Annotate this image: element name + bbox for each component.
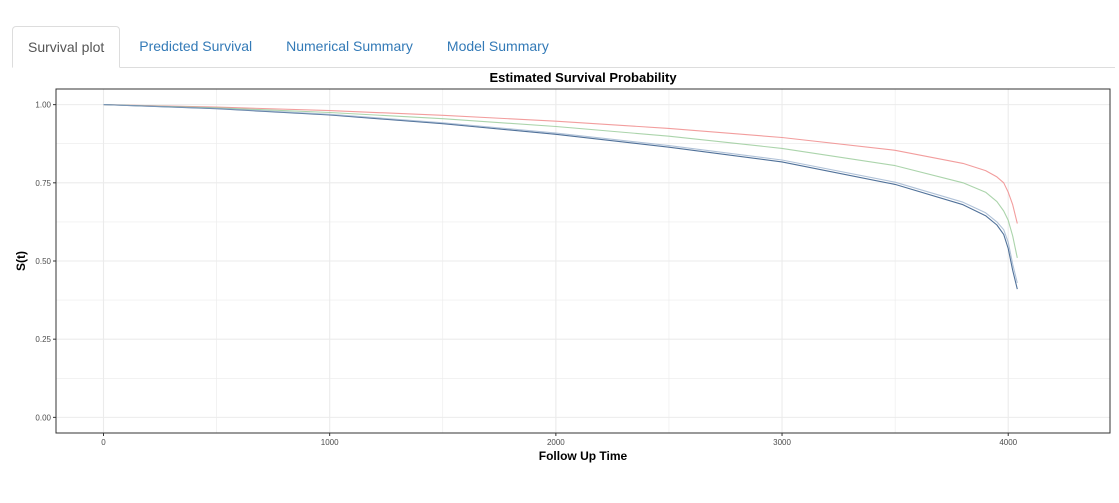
grid-lines <box>56 89 1110 433</box>
y-tick-label: 1.00 <box>35 101 51 110</box>
tab-bar: Survival plot Predicted Survival Numeric… <box>12 25 1115 68</box>
y-tick-label: 0.00 <box>35 413 51 422</box>
survival-curve-4 <box>103 104 1018 284</box>
x-tick-label: 1000 <box>321 438 339 447</box>
y-axis-label: S(t) <box>14 251 28 271</box>
x-tick-label: 3000 <box>773 438 791 447</box>
tab-model-summary[interactable]: Model Summary <box>446 38 549 54</box>
chart-title: Estimated Survival Probability <box>489 70 677 85</box>
survival-curves <box>103 104 1018 290</box>
x-tick-label: 2000 <box>547 438 565 447</box>
y-tick-label: 0.75 <box>35 179 51 188</box>
survival-curve-1 <box>103 104 1018 224</box>
x-tick-label: 0 <box>101 438 106 447</box>
y-tick-label: 0.25 <box>35 335 51 344</box>
survival-curve-3 <box>103 104 1018 290</box>
tab-survival-plot[interactable]: Survival plot <box>12 26 121 68</box>
x-tick-label: 4000 <box>999 438 1017 447</box>
tab-numerical-summary[interactable]: Numerical Summary <box>286 38 413 54</box>
x-axis-label: Follow Up Time <box>539 449 628 463</box>
axes: 0 1000 2000 3000 4000 0.00 0.25 0.50 0.75 1.00 <box>35 101 1017 447</box>
y-tick-label: 0.50 <box>35 257 51 266</box>
survival-curve-2 <box>103 104 1018 259</box>
tab-predicted-survival[interactable]: Predicted Survival <box>139 38 253 54</box>
